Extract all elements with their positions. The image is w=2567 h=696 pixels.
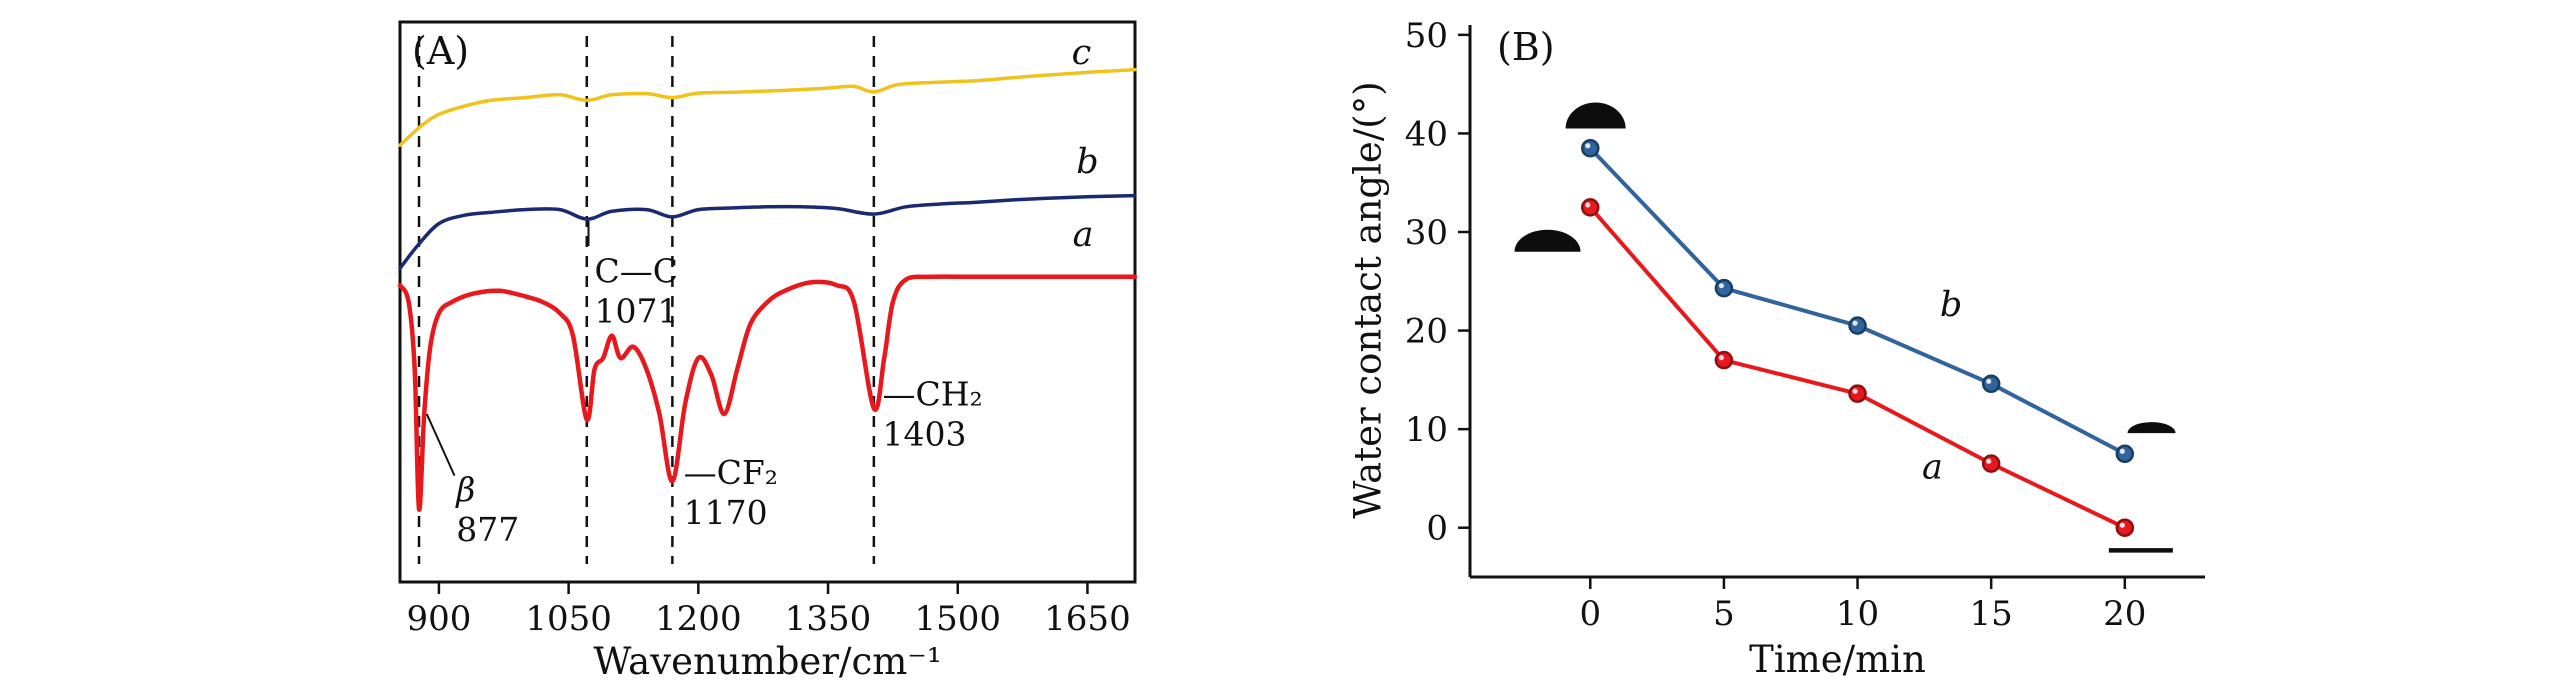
curve-label-a: a xyxy=(1073,215,1094,255)
annotation-1170: —CF₂ xyxy=(684,453,778,492)
marker-highlight xyxy=(1986,458,1992,464)
annotation-1403: —CH₂ xyxy=(883,375,983,414)
marker-highlight xyxy=(1852,320,1858,326)
marker-highlight xyxy=(1718,283,1725,289)
y-tick-label: 10 xyxy=(1405,410,1448,450)
marker-highlight xyxy=(1585,143,1591,149)
panel-a-label: (A) xyxy=(412,29,470,73)
x-tick-label: 1050 xyxy=(525,599,612,639)
series-a-point xyxy=(1848,384,1867,403)
curve-label-b: b xyxy=(1940,285,1962,325)
y-tick-label: 0 xyxy=(1426,509,1448,549)
x-tick-label: 1650 xyxy=(1044,599,1131,639)
panel-b-label: (B) xyxy=(1497,25,1555,69)
series-b-point xyxy=(1848,316,1867,335)
series-b-point xyxy=(1981,374,2001,394)
series-a-line xyxy=(1588,206,2126,530)
droplet-icon-a-0min xyxy=(1514,229,1581,252)
marker-highlight xyxy=(2119,522,2125,528)
x-tick-label: 900 xyxy=(406,599,471,639)
panel-a-x-axis-title: Wavenumber/cm⁻¹ xyxy=(593,640,942,683)
marker-highlight xyxy=(2119,448,2125,454)
x-tick-label: 10 xyxy=(1836,594,1879,634)
series-a-point xyxy=(1981,454,2001,473)
series-a-point xyxy=(1581,198,1600,217)
annotation-1403: 1403 xyxy=(883,415,967,454)
x-tick-label: 1500 xyxy=(914,599,1001,639)
curve-label-c: c xyxy=(1072,33,1092,73)
annotation-877: 877 xyxy=(456,510,519,549)
annotation-1071: 1071 xyxy=(595,291,679,330)
plot-frame xyxy=(398,20,1137,584)
series-b-point xyxy=(1581,138,1600,158)
curve-label-a: a xyxy=(1922,447,1943,487)
y-tick-label: 30 xyxy=(1405,213,1448,253)
contact-angle-chart: 0 10 20 30 40 50 0 5 10 15 20 b a xyxy=(1405,16,2205,634)
series-a-point xyxy=(2115,518,2135,537)
droplet-icon-b-20min xyxy=(2127,422,2176,434)
annotation-1071: C—C xyxy=(595,251,679,290)
panel-b-x-axis-title: Time/min xyxy=(1749,638,1926,681)
series-a-point xyxy=(1714,350,1734,370)
spectrum-c xyxy=(398,67,1137,147)
series-b-point xyxy=(2115,444,2135,464)
x-tick-label: 15 xyxy=(1970,594,2013,634)
droplet-icon-b-0min xyxy=(1565,102,1626,129)
marker-highlight xyxy=(1585,202,1591,208)
x-tick-label: 20 xyxy=(2103,594,2146,634)
marker-highlight xyxy=(1852,388,1858,394)
marker-highlight xyxy=(1718,355,1725,361)
curve-label-b: b xyxy=(1076,142,1098,182)
x-tick-label: 0 xyxy=(1579,594,1601,634)
marker-highlight xyxy=(1986,378,1992,384)
y-tick-label: 50 xyxy=(1405,16,1448,56)
spectrum-b xyxy=(398,193,1137,271)
x-tick-label: 1350 xyxy=(785,599,872,639)
annotation-pointer xyxy=(425,413,456,477)
x-tick-label: 1200 xyxy=(655,599,742,639)
annotation-1170: 1170 xyxy=(684,493,768,532)
panel-b-y-axis-title: Water contact angle/(°) xyxy=(1346,81,1390,519)
x-tick-label: 5 xyxy=(1713,594,1735,634)
y-tick-label: 20 xyxy=(1405,312,1448,352)
spectrum-a xyxy=(397,274,1138,512)
y-tick-label: 40 xyxy=(1405,114,1448,154)
annotation-877: β xyxy=(454,470,475,509)
series-b-point xyxy=(1714,278,1734,298)
